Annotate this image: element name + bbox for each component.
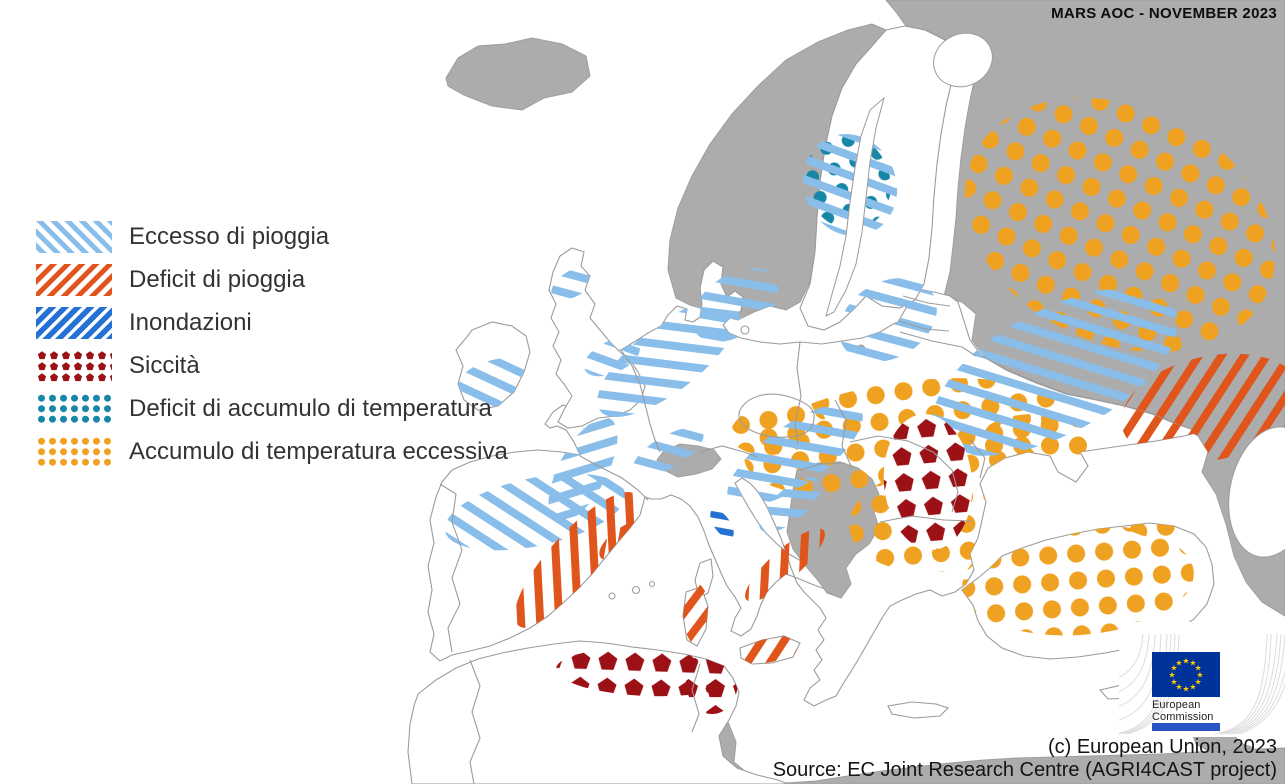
caspian-sea	[1228, 426, 1285, 558]
balearic-island	[648, 580, 656, 588]
rain-excess-pattern-icon	[36, 221, 112, 253]
european-commission-logo: ★ ★ ★ ★ ★ ★ ★ ★ ★ ★ ★ ★ European Commission	[1119, 622, 1285, 737]
drought-pattern-icon	[36, 350, 112, 382]
legend-label: Deficit di accumulo di temperatura	[129, 395, 492, 422]
source-text: Source: EC Joint Research Centre (AGRI4C…	[772, 759, 1277, 781]
region-rain-excess-austria-hungary	[727, 402, 863, 508]
region-rain-deficit-east-spain	[514, 491, 640, 629]
legend-item-temp-deficit: Deficit di accumulo di temperatura	[36, 393, 508, 425]
legend-label: Inondazioni	[129, 309, 252, 336]
legend-item-rain-deficit: Deficit di pioggia	[36, 264, 508, 296]
svg-text:★: ★	[1195, 664, 1202, 673]
logo-word-commission: Commission	[1152, 711, 1214, 723]
logo-blue-bar	[1152, 723, 1220, 731]
temp-deficit-pattern-icon	[36, 393, 112, 425]
floods-pattern-icon	[36, 307, 112, 339]
svg-text:★: ★	[1189, 683, 1196, 692]
rain-deficit-pattern-icon	[36, 264, 112, 296]
svg-text:★: ★	[1189, 658, 1196, 667]
legend-label: Deficit di pioggia	[129, 266, 306, 293]
svg-text:★: ★	[1195, 678, 1202, 687]
svg-text:★: ★	[1175, 658, 1182, 667]
danish-island	[740, 325, 750, 335]
eu-flag-icon: ★ ★★ ★★★ ★★★ ★★★	[1152, 652, 1220, 697]
legend-item-drought: Siccità	[36, 350, 508, 382]
copyright-text: (c) European Union, 2023	[1047, 736, 1277, 758]
logo-wordmark: European Commission	[1152, 699, 1214, 723]
legend-item-rain-excess: Eccesso di pioggia	[36, 221, 508, 253]
legend-item-floods: Inondazioni	[36, 307, 508, 339]
legend-label: Accumulo di temperatura eccessiva	[129, 438, 508, 465]
region-rain-deficit-south-italy	[745, 528, 825, 602]
region-rain-excess-se-france	[632, 427, 704, 477]
region-drought-romania-bulgaria	[883, 414, 973, 550]
region-rain-excess-ukraine-russia	[932, 288, 1178, 456]
svg-text:★: ★	[1196, 671, 1203, 680]
logo-word-european: European	[1152, 699, 1201, 711]
region-rain-excess-scotland	[551, 266, 597, 300]
temp-excess-pattern-icon	[36, 436, 112, 468]
region-flood-tuscany	[710, 509, 734, 539]
white-sea	[933, 32, 993, 88]
analyzed-land	[407, 25, 1215, 784]
region-rain-deficit-caucasus	[1121, 353, 1285, 463]
legend-item-temp-excess: Accumulo di temperatura eccessiva	[36, 436, 508, 468]
svg-text:★: ★	[1175, 683, 1182, 692]
legend: Eccesso di pioggia Deficit di pioggia In…	[36, 221, 508, 479]
logo-guilloche-lines	[1119, 633, 1285, 735]
svg-text:★: ★	[1182, 685, 1189, 694]
gulf-of-bothnia	[825, 96, 885, 317]
svg-text:★: ★	[1170, 678, 1177, 687]
country-borders	[439, 295, 986, 784]
balearic-island	[631, 585, 641, 595]
map-title: MARS AOC - NOVEMBER 2023	[1051, 5, 1277, 22]
sea-carves	[825, 32, 1285, 558]
region-rain-excess-croatia	[759, 477, 821, 533]
svg-text:★: ★	[1182, 657, 1189, 666]
region-temp-excess-turkey	[962, 524, 1194, 636]
region-temp-excess-west-russia	[964, 98, 1276, 352]
region-rain-deficit-sicily	[738, 636, 802, 664]
svg-text:★: ★	[1170, 664, 1177, 673]
legend-label: Siccità	[129, 352, 200, 379]
region-rain-excess-finland	[802, 134, 898, 236]
svg-text:★: ★	[1168, 671, 1175, 680]
balearic-island	[608, 592, 616, 600]
legend-label: Eccesso di pioggia	[129, 223, 330, 250]
